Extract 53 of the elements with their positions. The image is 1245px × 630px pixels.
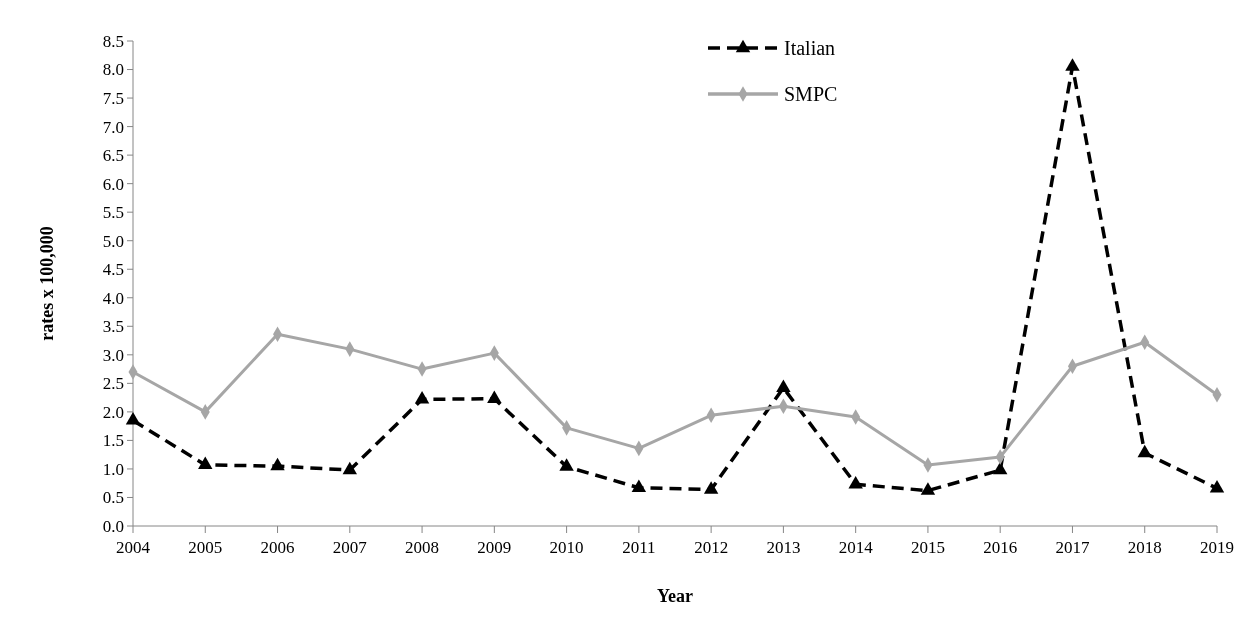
x-tick-label: 2004 [116,538,151,557]
y-tick-label: 3.5 [102,317,124,337]
y-tick-label: 7.5 [102,89,124,109]
y-tick-label: 6.5 [102,146,124,166]
y-axis-title: rates x 100,000 [37,226,57,341]
point [342,461,358,475]
x-tick-label: 2015 [910,538,945,557]
y-tick-label: 8.5 [102,31,124,51]
x-tick-label: 2013 [766,538,801,557]
y-tick-label: 2.5 [102,374,124,394]
point [1209,480,1225,493]
point [559,458,574,471]
x-tick-label: 2016 [983,538,1018,557]
y-tick-label: 0.0 [102,516,124,536]
x-tick-label: 2019 [1200,538,1234,557]
point [848,476,863,489]
y-tick-label: 2.0 [102,402,124,422]
legend-label: Italian [784,37,836,59]
point [125,412,141,425]
x-tick-label: 2014 [838,538,874,557]
x-tick-label: 2017 [1055,538,1090,557]
legend-label: SMPC [784,83,838,105]
x-tick-label: 2012 [694,538,729,557]
point [992,461,1008,475]
x-tick-label: 2009 [477,538,512,557]
y-tick-label: 5.5 [102,203,124,223]
point [487,390,502,403]
point [703,481,719,494]
y-tick-label: 4.0 [102,288,124,308]
y-tick-label: 1.0 [102,459,124,479]
point [198,456,213,470]
point [270,457,285,471]
x-tick-label: 2010 [549,538,584,557]
point [631,479,647,492]
y-tick-label: 0.5 [102,488,124,508]
point [414,391,430,404]
x-tick-label: 2011 [622,538,656,557]
point [776,379,791,393]
y-tick-label: 7.0 [102,117,124,137]
y-tick-label: 5.0 [102,231,124,251]
x-tick-label: 2008 [405,538,440,557]
x-tick-label: 2018 [1127,538,1162,557]
y-tick-label: 3.0 [102,345,124,365]
y-tick-label: 8.0 [102,60,124,80]
point [1137,444,1152,458]
x-axis-title: Year [657,586,693,606]
y-tick-label: 1.5 [102,431,124,451]
x-tick-label: 2005 [188,538,223,557]
x-tick-label: 2007 [332,538,368,557]
x-tick-label: 2006 [260,538,295,557]
y-tick-label: 4.5 [102,260,124,280]
y-tick-label: 6.0 [102,174,124,194]
point [920,482,936,495]
